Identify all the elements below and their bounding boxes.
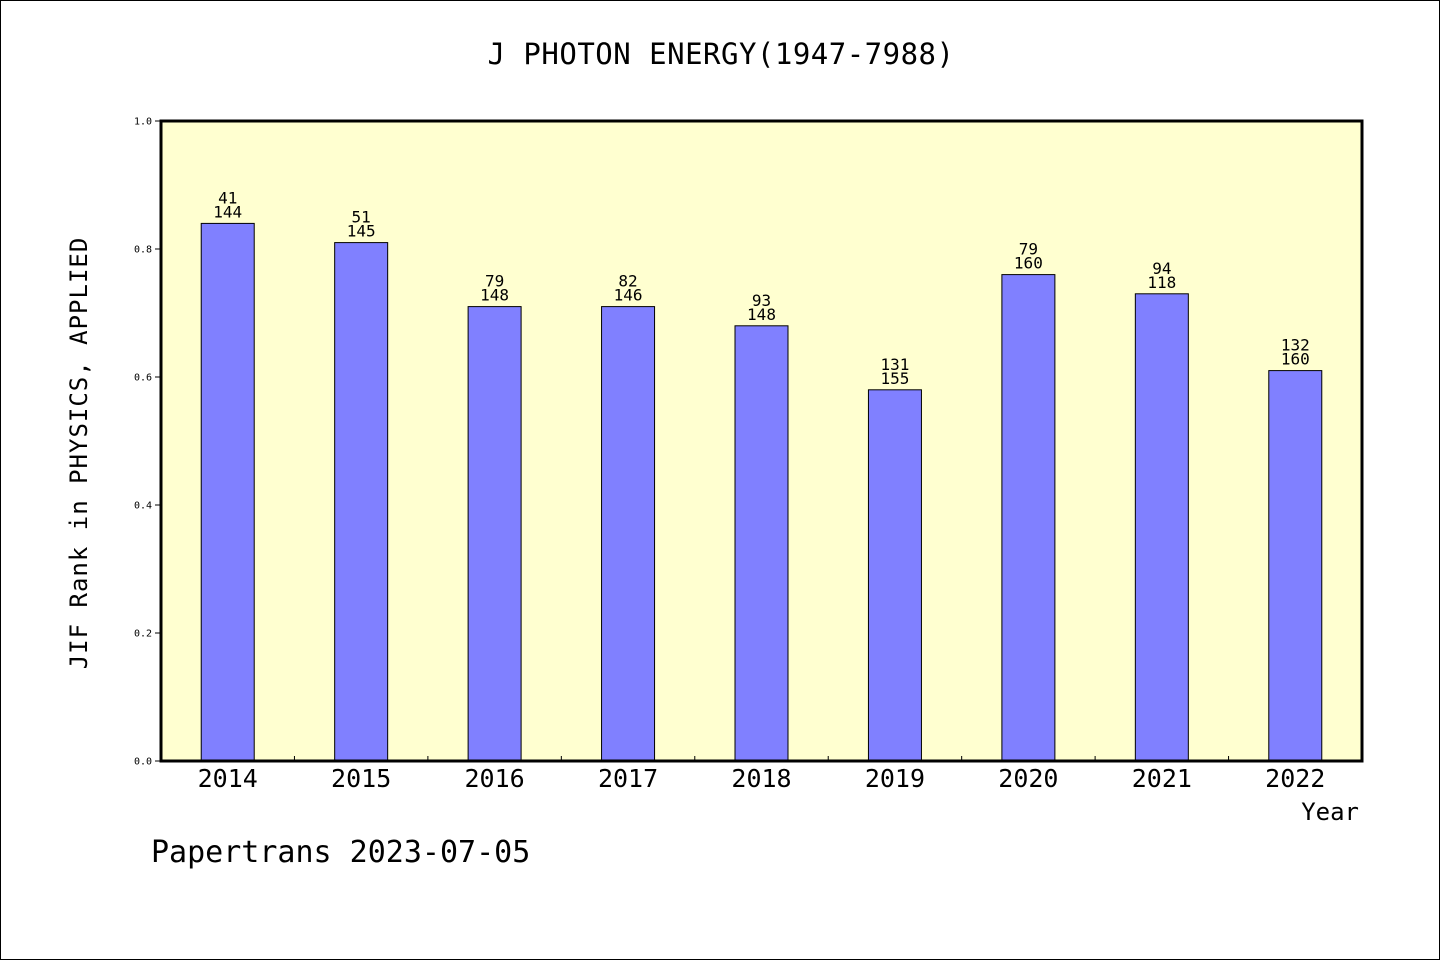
bar: [1002, 275, 1055, 761]
bar-total-label: 148: [480, 286, 509, 305]
bar-total-label: 146: [614, 286, 643, 305]
bar-total-label: 144: [213, 202, 242, 221]
x-tick-label: 2015: [331, 764, 391, 793]
y-tick-label: 0.4: [134, 501, 152, 512]
y-tick-label: 0.0: [134, 757, 152, 768]
bar: [602, 307, 655, 761]
bar-total-label: 160: [1281, 350, 1310, 369]
y-tick-label: 0.8: [134, 245, 152, 256]
x-tick-label: 2017: [598, 764, 658, 793]
bar: [468, 307, 521, 761]
bar: [1269, 371, 1322, 761]
bar-total-label: 118: [1147, 273, 1176, 292]
bar-total-label: 155: [880, 369, 909, 388]
x-tick-label: 2019: [865, 764, 925, 793]
bar: [335, 243, 388, 761]
x-tick-label: 2021: [1132, 764, 1192, 793]
x-tick-label: 2022: [1265, 764, 1325, 793]
chart-canvas: J PHOTON ENERGY(1947-7988) JIF Rank in P…: [0, 0, 1440, 960]
bar-total-label: 148: [747, 305, 776, 324]
bar-total-label: 145: [347, 222, 376, 241]
bar: [201, 223, 254, 761]
bar-total-label: 160: [1014, 254, 1043, 273]
y-tick-label: 0.6: [134, 373, 152, 384]
x-tick-label: 2018: [731, 764, 791, 793]
bar: [868, 390, 921, 761]
y-tick-label: 0.2: [134, 629, 152, 640]
bar-chart: 4114420145114520157914820168214620179314…: [1, 1, 1440, 961]
x-tick-label: 2020: [998, 764, 1058, 793]
x-tick-label: 2016: [465, 764, 525, 793]
bar: [735, 326, 788, 761]
y-tick-label: 1.0: [134, 117, 152, 128]
x-tick-label: 2014: [198, 764, 258, 793]
bar: [1135, 294, 1188, 761]
